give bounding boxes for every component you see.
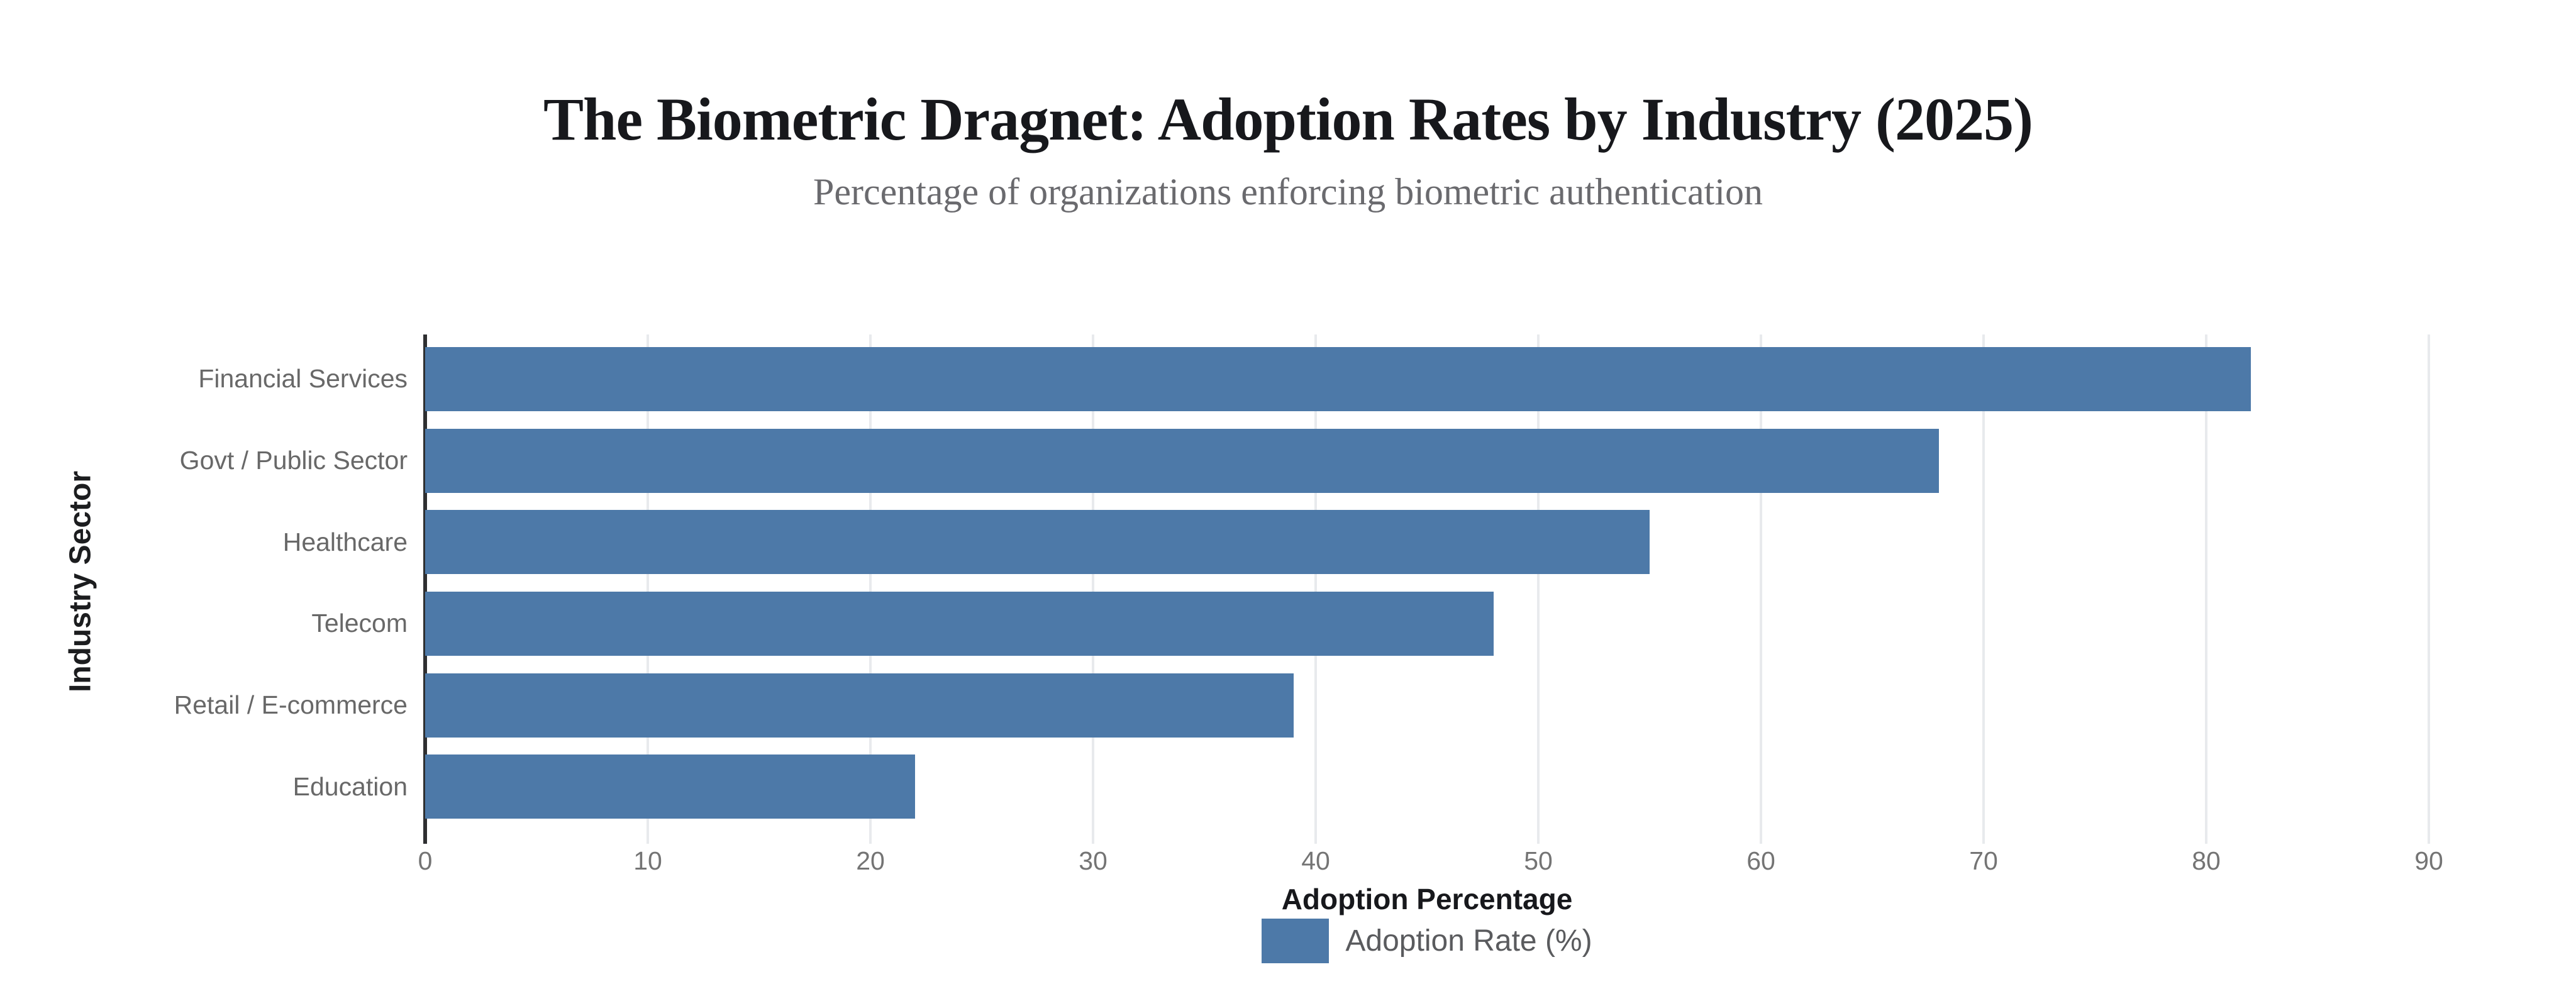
category-labels: Financial Services Govt / Public Sector He… bbox=[63, 338, 408, 827]
x-tick-label: 50 bbox=[1524, 846, 1553, 875]
gridline bbox=[1537, 334, 1540, 844]
x-tick-label: 20 bbox=[856, 846, 885, 875]
bar-financial-services bbox=[425, 346, 2251, 411]
x-tick-label: 10 bbox=[633, 846, 662, 875]
category-label-healthcare: Healthcare bbox=[282, 527, 408, 556]
x-tick-label: 80 bbox=[2192, 846, 2221, 875]
gridline bbox=[2428, 334, 2430, 844]
plot-area bbox=[423, 334, 2430, 844]
y-axis-line bbox=[423, 334, 427, 844]
bar-telecom bbox=[425, 591, 1494, 656]
chart-title: The Biometric Dragnet: Adoption Rates by… bbox=[543, 86, 2033, 153]
category-label-financial-services: Financial Services bbox=[198, 364, 408, 394]
x-tick-label: 90 bbox=[2414, 846, 2443, 875]
category-label-telecom: Telecom bbox=[311, 609, 408, 638]
legend-swatch bbox=[1262, 918, 1330, 963]
legend-label: Adoption Rate (%) bbox=[1345, 924, 1592, 958]
bar-education bbox=[425, 754, 915, 819]
category-label-govt-public-sector: Govt / Public Sector bbox=[179, 446, 408, 475]
gridline bbox=[1092, 334, 1094, 844]
x-tick-label: 30 bbox=[1079, 846, 1108, 875]
x-axis-title: Adoption Percentage bbox=[1281, 883, 1573, 915]
gridline bbox=[1982, 334, 1985, 844]
chart-subtitle: Percentage of organizations enforcing bi… bbox=[813, 171, 1763, 213]
x-tick-label: 0 bbox=[418, 846, 433, 875]
gridline bbox=[869, 334, 872, 844]
gridline bbox=[1314, 334, 1317, 844]
x-tick-label: 40 bbox=[1301, 846, 1330, 875]
legend: Adoption Rate (%) bbox=[425, 918, 2429, 963]
gridline bbox=[1760, 334, 1762, 844]
x-tick-label: 60 bbox=[1746, 846, 1775, 875]
category-label-education: Education bbox=[292, 771, 408, 801]
bar-retail-e-commerce bbox=[425, 673, 1294, 738]
gridline bbox=[647, 334, 649, 844]
gridline bbox=[2205, 334, 2207, 844]
bar-healthcare bbox=[425, 510, 1650, 575]
x-tick-label: 70 bbox=[1969, 846, 1998, 875]
category-label-retail-e-commerce: Retail / E-commerce bbox=[174, 690, 408, 720]
x-tick-row: 0 10 20 30 40 50 60 70 80 90 bbox=[418, 846, 2443, 878]
bar-govt-public-sector bbox=[425, 428, 1940, 493]
